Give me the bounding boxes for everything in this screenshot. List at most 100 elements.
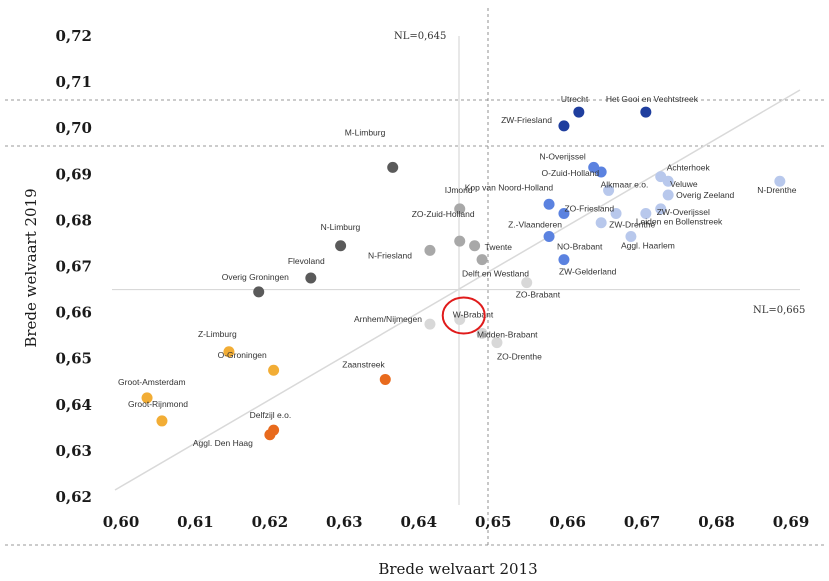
data-point xyxy=(595,166,607,178)
data-point xyxy=(640,207,652,219)
data-point xyxy=(603,184,615,196)
highlight-group xyxy=(441,296,486,335)
data-point xyxy=(305,272,317,284)
data-point xyxy=(454,314,466,326)
point-label: Achterhoek xyxy=(667,163,711,173)
reference-lines xyxy=(5,8,825,546)
point-labels: Utrecht Het Gooi en Vechtstreek ZW-Friesla… xyxy=(118,94,797,448)
data-point xyxy=(156,415,168,427)
point-label: Overig Groningen xyxy=(222,272,289,282)
point-label: O-Zuid-Holland xyxy=(542,168,600,178)
x-axis-title: Brede welvaart 2013 xyxy=(378,560,537,578)
point-label: ZW-Gelderland xyxy=(559,267,617,277)
point-label: ZW-Friesland xyxy=(501,115,552,125)
data-point xyxy=(558,120,570,132)
data-point xyxy=(454,203,466,215)
y-axis-title: Brede welvaart 2019 xyxy=(22,188,40,347)
x-tick-label: 0,65 xyxy=(475,513,512,531)
data-point xyxy=(335,240,347,252)
data-point xyxy=(454,235,466,247)
y-tick-label: 0,65 xyxy=(55,350,92,368)
data-point xyxy=(424,244,436,256)
point-label: Z-Limburg xyxy=(198,329,237,339)
x-tick-label: 0,66 xyxy=(549,513,586,531)
x-tick-label: 0,60 xyxy=(103,513,140,531)
point-label: ZW-Overijssel xyxy=(657,207,710,217)
y-tick-label: 0,72 xyxy=(55,27,92,45)
data-point xyxy=(573,106,585,118)
data-point xyxy=(640,106,652,118)
data-point xyxy=(476,327,488,339)
point-label: Leiden en Bollenstreek xyxy=(636,216,723,226)
y-tick-label: 0,70 xyxy=(55,119,92,137)
point-label: Aggl. Den Haag xyxy=(193,438,253,448)
point-label: Utrecht xyxy=(561,94,589,104)
x-tick-label: 0,64 xyxy=(401,513,438,531)
point-label: Delfzijl e.o. xyxy=(250,410,292,420)
y-tick-label: 0,64 xyxy=(55,396,92,414)
data-point xyxy=(379,373,391,385)
point-label: M-Limburg xyxy=(345,127,386,137)
data-points xyxy=(141,106,786,441)
data-point xyxy=(595,217,607,229)
y-tick-label: 0,62 xyxy=(55,488,92,506)
data-point xyxy=(223,346,235,358)
point-label: Flevoland xyxy=(288,256,325,266)
x-tick-label: 0,68 xyxy=(698,513,735,531)
reference-labels: NL=0,645 NL=0,665 xyxy=(394,31,805,316)
point-label: Alkmaar e.o. xyxy=(601,179,649,189)
point-label: Groot-Rijnmond xyxy=(128,399,188,409)
data-point xyxy=(268,364,280,376)
trend-line-group xyxy=(114,89,801,491)
point-label: NO-Brabant xyxy=(557,242,603,252)
point-label: Zaanstreek xyxy=(342,359,385,369)
trend-line xyxy=(114,89,801,491)
x-tick-label: 0,69 xyxy=(773,513,810,531)
y-tick-label: 0,71 xyxy=(55,73,92,91)
nl-2013-label: NL=0,645 xyxy=(394,31,446,42)
point-label: Kop van Noord-Holland xyxy=(465,182,554,192)
point-label: ZW-Drenthe xyxy=(609,220,655,230)
nl-2019-label: NL=0,665 xyxy=(753,305,805,316)
point-label: N-Limburg xyxy=(321,222,361,232)
point-label: Aggl. Haarlem xyxy=(621,241,675,251)
point-label: N-Friesland xyxy=(368,250,412,260)
x-axis-ticks: 0,60 0,61 0,62 0,63 0,64 0,65 0,66 0,67 0,68 0,69 xyxy=(103,513,810,531)
data-point xyxy=(543,198,555,210)
point-label: Het Gooi en Vechtstreek xyxy=(606,94,699,104)
x-tick-label: 0,63 xyxy=(326,513,363,531)
point-label: W-Brabant xyxy=(453,310,494,320)
point-label: Overig Zeeland xyxy=(676,190,734,200)
point-label: Groot-Amsterdam xyxy=(118,377,186,387)
data-point xyxy=(625,231,637,243)
y-tick-label: 0,67 xyxy=(55,258,92,276)
point-label: IJmond xyxy=(445,185,473,195)
data-point xyxy=(424,318,436,330)
data-point xyxy=(253,286,265,298)
x-tick-label: 0,61 xyxy=(177,513,214,531)
data-point xyxy=(491,337,503,349)
data-point xyxy=(387,161,399,173)
data-point xyxy=(264,429,276,441)
data-point xyxy=(558,254,570,266)
point-label: O-Groningen xyxy=(218,350,267,360)
point-label: ZO-Zuid-Holland xyxy=(412,209,475,219)
point-label: ZO-Friesland xyxy=(564,203,614,213)
data-point xyxy=(141,392,153,404)
point-label: Midden-Brabant xyxy=(477,329,538,339)
y-tick-label: 0,63 xyxy=(55,442,92,460)
data-point xyxy=(610,207,622,219)
data-point xyxy=(655,203,667,215)
data-point xyxy=(558,207,570,219)
data-point xyxy=(662,175,674,187)
point-label: ZO-Drenthe xyxy=(497,352,542,362)
point-label: Z.-Vlaanderen xyxy=(508,219,562,229)
x-tick-label: 0,62 xyxy=(252,513,289,531)
point-label: Delft en Westland xyxy=(462,269,529,279)
highlight-circle xyxy=(441,296,486,335)
y-tick-label: 0,69 xyxy=(55,165,92,183)
y-tick-label: 0,68 xyxy=(55,211,92,229)
data-point xyxy=(774,175,786,187)
y-tick-label: 0,66 xyxy=(55,304,92,322)
